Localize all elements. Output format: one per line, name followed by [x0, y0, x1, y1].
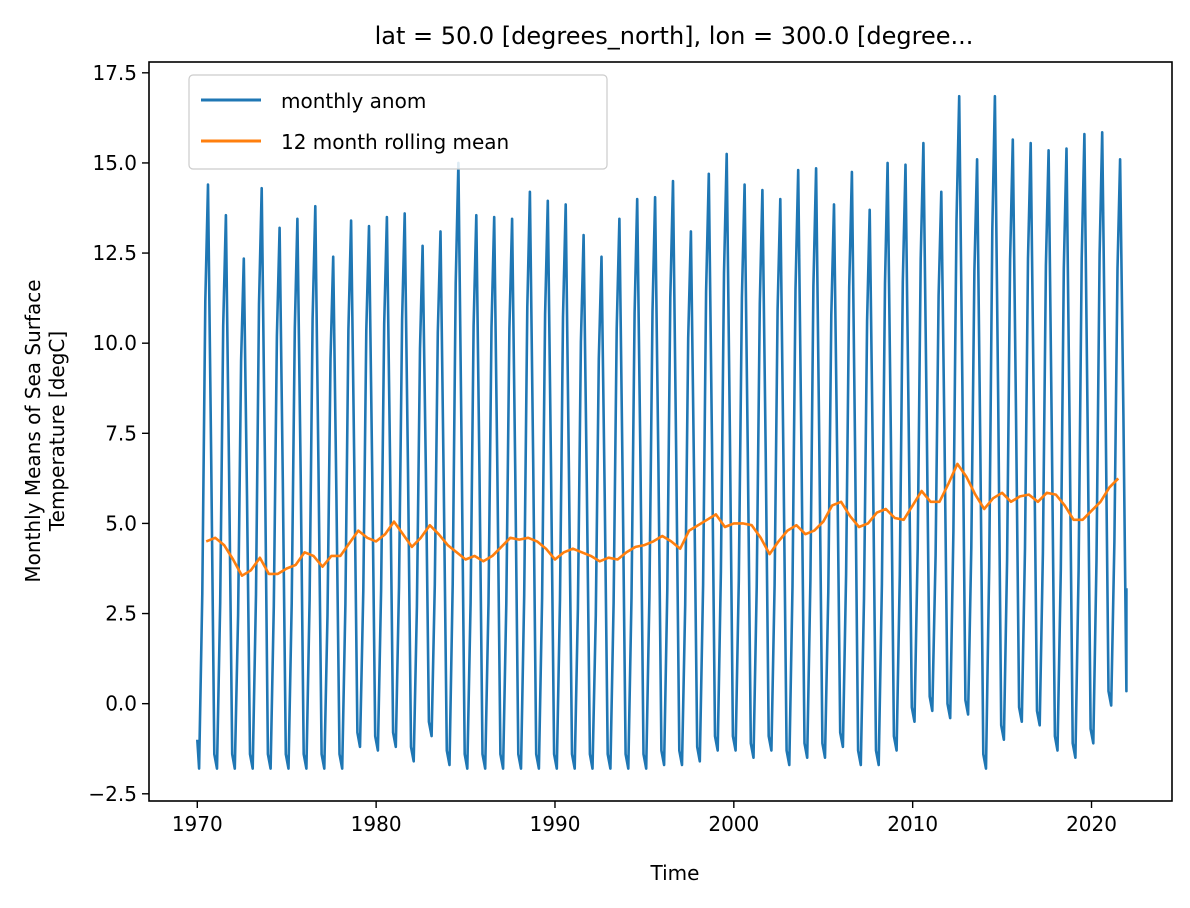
series-line-monthly-anom — [196, 94, 1128, 770]
legend: monthly anom 12 month rolling mean — [188, 74, 608, 170]
y-tick-label: 15.0 — [92, 151, 137, 175]
y-tick-label: 17.5 — [92, 61, 137, 85]
y-tick-label: 0.0 — [105, 692, 137, 716]
x-tick-label: 2010 — [887, 812, 938, 836]
y-axis-label-line1: Monthly Means of Sea Surface — [21, 279, 45, 582]
y-axis-ticks: −2.5 0.0 2.5 5.0 7.5 10.0 12.5 15.0 17.5 — [88, 61, 149, 806]
plot-frame — [148, 61, 1173, 802]
x-tick-label: 2000 — [708, 812, 759, 836]
x-axis-label: Time — [650, 861, 700, 885]
chart-title: lat = 50.0 [degrees_north], lon = 300.0 … — [375, 22, 974, 50]
y-tick-label: 5.0 — [105, 511, 137, 535]
x-tick-label: 1970 — [172, 812, 223, 836]
y-axis-label-line2: Temperature [degC] — [45, 331, 69, 532]
y-tick-label: −2.5 — [88, 782, 137, 806]
y-tick-label: 10.0 — [92, 331, 137, 355]
legend-label-monthly-anom: monthly anom — [281, 89, 426, 113]
x-axis-ticks: 1970 1980 1990 2000 2010 2020 — [172, 801, 1117, 836]
series-layer — [196, 94, 1128, 770]
y-tick-label: 7.5 — [105, 421, 137, 445]
x-tick-label: 1990 — [530, 812, 581, 836]
series-line-rolling-mean — [205, 462, 1120, 577]
y-tick-label: 12.5 — [92, 241, 137, 265]
legend-label-rolling-mean: 12 month rolling mean — [281, 130, 509, 154]
x-tick-label: 1980 — [351, 812, 402, 836]
plot-area: 1970 1980 1990 2000 2010 2020 −2.5 0.0 2.5 5.0 7.… — [88, 61, 1173, 836]
y-tick-label: 2.5 — [105, 602, 137, 626]
x-tick-label: 2020 — [1066, 812, 1117, 836]
legend-box — [188, 74, 608, 170]
